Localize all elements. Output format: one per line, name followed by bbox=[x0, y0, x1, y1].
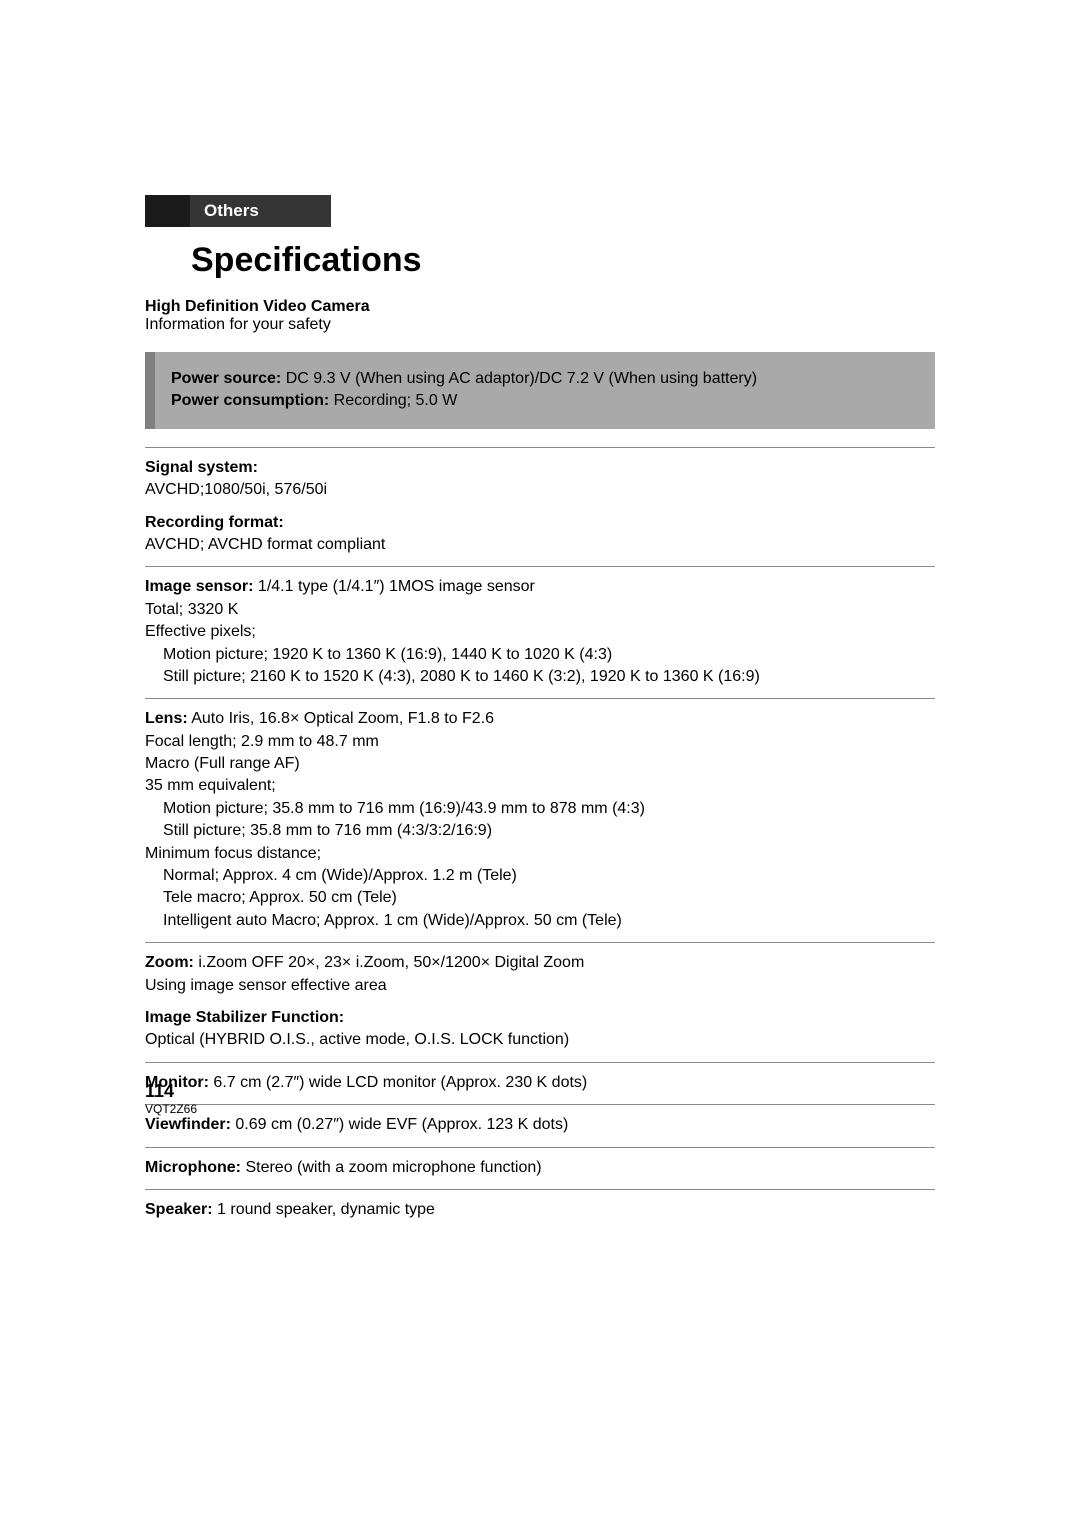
power-source-value: DC 9.3 V (When using AC adaptor)/DC 7.2 … bbox=[281, 370, 757, 387]
sensor-line2: Total; 3320 K bbox=[145, 599, 935, 621]
lens-line6: Still picture; 35.8 mm to 716 mm (4:3/3:… bbox=[145, 820, 935, 842]
power-info-box: Power source: DC 9.3 V (When using AC ad… bbox=[145, 352, 935, 429]
lens-label: Lens: bbox=[145, 710, 188, 727]
product-type: High Definition Video Camera bbox=[145, 298, 935, 316]
tab-accent bbox=[145, 195, 190, 227]
zoom-val1: i.Zoom OFF 20×, 23× i.Zoom, 50×/1200× Di… bbox=[194, 954, 584, 971]
safety-info: Information for your safety bbox=[145, 316, 935, 334]
page-content: Others Specifications High Definition Vi… bbox=[0, 0, 1080, 1231]
recording-label: Recording format: bbox=[145, 512, 935, 534]
power-consumption-value: Recording; 5.0 W bbox=[329, 392, 457, 409]
sensor-line5: Still picture; 2160 K to 1520 K (4:3), 2… bbox=[145, 666, 935, 688]
tab-label: Others bbox=[190, 195, 331, 227]
spec-monitor: Monitor: 6.7 cm (2.7″) wide LCD monitor … bbox=[145, 1062, 935, 1104]
speaker-label: Speaker: bbox=[145, 1201, 213, 1218]
power-consumption-line: Power consumption: Recording; 5.0 W bbox=[171, 390, 917, 412]
spec-signal-system: Signal system: AVCHD;1080/50i, 576/50i R… bbox=[145, 447, 935, 567]
spec-lens: Lens: Auto Iris, 16.8× Optical Zoom, F1.… bbox=[145, 698, 935, 942]
recording-value: AVCHD; AVCHD format compliant bbox=[145, 534, 935, 556]
lens-line7: Minimum focus distance; bbox=[145, 843, 935, 865]
viewfinder-value: 0.69 cm (0.27″) wide EVF (Approx. 123 K … bbox=[231, 1116, 568, 1133]
zoom-line1: Zoom: i.Zoom OFF 20×, 23× i.Zoom, 50×/12… bbox=[145, 952, 935, 974]
viewfinder-label: Viewfinder: bbox=[145, 1116, 231, 1133]
section-tab: Others bbox=[145, 195, 935, 227]
sensor-line1: Image sensor: 1/4.1 type (1/4.1″) 1MOS i… bbox=[145, 576, 935, 598]
page-number: 114 bbox=[145, 1081, 197, 1102]
sensor-line3: Effective pixels; bbox=[145, 621, 935, 643]
lens-line9: Tele macro; Approx. 50 cm (Tele) bbox=[145, 887, 935, 909]
lens-line5: Motion picture; 35.8 mm to 716 mm (16:9)… bbox=[145, 798, 935, 820]
lens-line1: Lens: Auto Iris, 16.8× Optical Zoom, F1.… bbox=[145, 708, 935, 730]
spec-image-sensor: Image sensor: 1/4.1 type (1/4.1″) 1MOS i… bbox=[145, 566, 935, 698]
lens-line10: Intelligent auto Macro; Approx. 1 cm (Wi… bbox=[145, 910, 935, 932]
lens-line8: Normal; Approx. 4 cm (Wide)/Approx. 1.2 … bbox=[145, 865, 935, 887]
signal-value: AVCHD;1080/50i, 576/50i bbox=[145, 479, 935, 501]
power-source-label: Power source: bbox=[171, 370, 281, 387]
sensor-label: Image sensor: bbox=[145, 578, 253, 595]
power-source-line: Power source: DC 9.3 V (When using AC ad… bbox=[171, 368, 917, 390]
stabilizer-value: Optical (HYBRID O.I.S., active mode, O.I… bbox=[145, 1029, 935, 1051]
microphone-value: Stereo (with a zoom microphone function) bbox=[241, 1159, 542, 1176]
microphone-label: Microphone: bbox=[145, 1159, 241, 1176]
sensor-val1: 1/4.1 type (1/4.1″) 1MOS image sensor bbox=[253, 578, 534, 595]
sensor-line4: Motion picture; 1920 K to 1360 K (16:9),… bbox=[145, 644, 935, 666]
zoom-label: Zoom: bbox=[145, 954, 194, 971]
power-consumption-label: Power consumption: bbox=[171, 392, 329, 409]
spec-viewfinder: Viewfinder: 0.69 cm (0.27″) wide EVF (Ap… bbox=[145, 1104, 935, 1146]
spec-zoom: Zoom: i.Zoom OFF 20×, 23× i.Zoom, 50×/12… bbox=[145, 942, 935, 1062]
page-title: Specifications bbox=[191, 241, 935, 280]
spec-microphone: Microphone: Stereo (with a zoom micropho… bbox=[145, 1147, 935, 1189]
speaker-value: 1 round speaker, dynamic type bbox=[213, 1201, 435, 1218]
stabilizer-label: Image Stabilizer Function: bbox=[145, 1007, 935, 1029]
monitor-value: 6.7 cm (2.7″) wide LCD monitor (Approx. … bbox=[209, 1074, 587, 1091]
lens-line3: Macro (Full range AF) bbox=[145, 753, 935, 775]
spec-speaker: Speaker: 1 round speaker, dynamic type bbox=[145, 1189, 935, 1231]
signal-label: Signal system: bbox=[145, 457, 935, 479]
document-code: VQT2Z66 bbox=[145, 1102, 197, 1116]
zoom-line2: Using image sensor effective area bbox=[145, 975, 935, 997]
page-footer: 114 VQT2Z66 bbox=[145, 1081, 197, 1116]
lens-val1: Auto Iris, 16.8× Optical Zoom, F1.8 to F… bbox=[188, 710, 494, 727]
lens-line2: Focal length; 2.9 mm to 48.7 mm bbox=[145, 731, 935, 753]
lens-line4: 35 mm equivalent; bbox=[145, 775, 935, 797]
